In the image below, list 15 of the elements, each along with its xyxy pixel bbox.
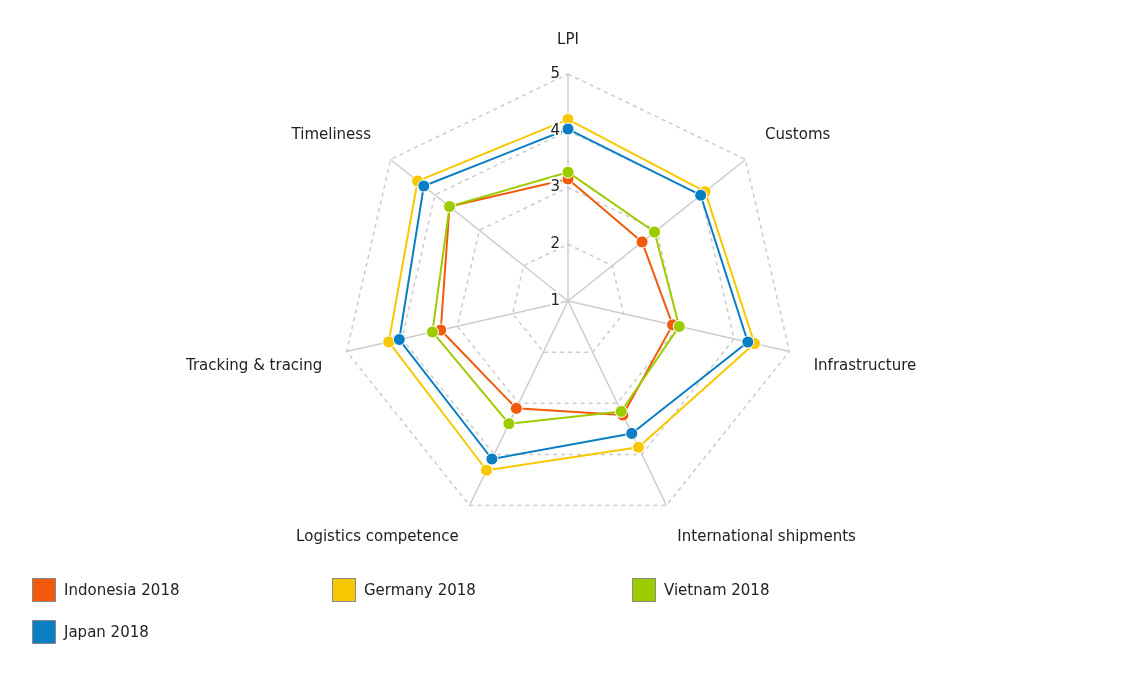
- legend-label: Germany 2018: [364, 581, 476, 599]
- spoke-label: LPI: [557, 29, 579, 48]
- y-tick-label: 5: [550, 63, 560, 82]
- spoke-label: Customs: [765, 124, 831, 143]
- spoke-label: Tracking & tracing: [184, 355, 323, 374]
- legend-label: Japan 2018: [64, 623, 149, 641]
- spoke-label: Timeliness: [290, 124, 372, 143]
- spoke-label: Infrastructure: [813, 355, 917, 374]
- y-tick-label: 1: [550, 290, 560, 309]
- spoke-label: International shipments: [677, 526, 857, 545]
- y-tick-label: 2: [550, 234, 560, 253]
- spoke-label: Logistics competence: [296, 526, 459, 545]
- y-tick-label: 3: [550, 177, 560, 196]
- legend-label: Indonesia 2018: [64, 581, 180, 599]
- legend-label: Vietnam 2018: [664, 581, 770, 599]
